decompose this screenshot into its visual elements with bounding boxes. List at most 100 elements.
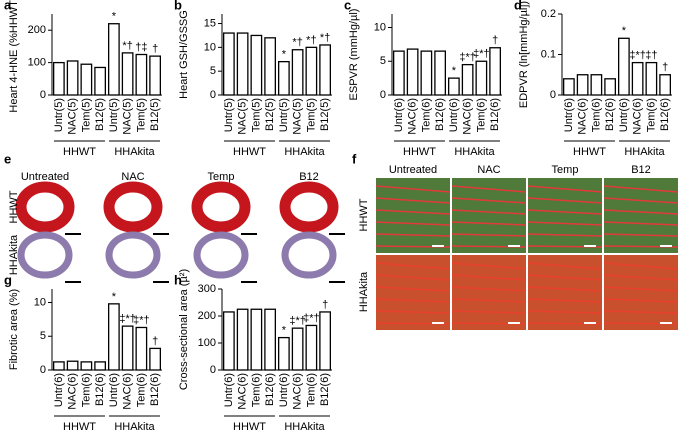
bar [631, 61, 644, 96]
x-tick-label: NAC(6) [122, 373, 134, 410]
cell-border [603, 221, 679, 226]
cell-border [603, 233, 679, 237]
bar [305, 324, 318, 371]
x-tick-label: NAC(6) [67, 373, 79, 410]
cell-border [527, 209, 603, 215]
significance: *† [122, 40, 132, 52]
cell-border [451, 185, 527, 193]
group-label: HHWT [573, 146, 606, 158]
row-label: HHWT [358, 198, 370, 231]
y-tick-label: 300 [198, 283, 216, 295]
significance: * [112, 11, 117, 23]
significance: † [492, 35, 498, 47]
bar [264, 37, 276, 96]
y-tick-label: 200 [198, 310, 216, 322]
bar [53, 361, 65, 371]
x-tick-label: NAC(6) [577, 98, 589, 135]
bar [66, 60, 79, 96]
bar [80, 63, 93, 96]
cell-border [375, 221, 451, 226]
group-label: HHAkita [114, 146, 155, 158]
y-tick-label: 5 [40, 330, 46, 342]
section-akita [17, 231, 73, 279]
x-tick-label: B12(6) [264, 373, 276, 406]
bar [576, 74, 589, 96]
x-tick-label: NAC(6) [462, 98, 474, 135]
bar [406, 48, 419, 96]
section-wt [15, 181, 75, 233]
cell-border [375, 286, 451, 292]
y-tick-label: 0 [40, 364, 46, 376]
x-tick-label: Tem(6) [590, 98, 602, 132]
row-label: HHAkita [358, 271, 370, 312]
bar [66, 360, 79, 371]
bar [319, 311, 331, 371]
significance: *† [306, 34, 316, 46]
panel-label: b [174, 0, 182, 12]
bar [94, 361, 107, 371]
row-label: HHWT [8, 190, 20, 223]
y-tick-label: 15 [204, 17, 216, 29]
significance: † [662, 62, 668, 74]
section-akita [193, 231, 249, 279]
y-tick-label: 100 [28, 57, 46, 69]
bar [475, 60, 488, 96]
group-label: HHWT [63, 421, 96, 433]
section-wt [191, 181, 251, 233]
bar [489, 47, 501, 96]
bar [319, 44, 331, 96]
significance: ‡*† [629, 50, 646, 62]
x-tick-label: B12(5) [319, 98, 331, 131]
cell-border [451, 209, 527, 215]
bar [277, 60, 290, 96]
cell-border [527, 262, 603, 270]
cell-border [451, 310, 527, 314]
x-tick-label: Untr(6) [223, 373, 235, 407]
x-tick-label: NAC(6) [407, 98, 419, 135]
cell-border [375, 233, 451, 237]
cell-border [527, 197, 603, 204]
x-tick-label: Untr(5) [53, 98, 65, 132]
cell-border [451, 233, 527, 237]
column-label: B12 [299, 171, 319, 183]
x-tick-label: Tem(6) [420, 98, 432, 132]
x-tick-label: B12(6) [659, 98, 671, 131]
x-tick-label: NAC(5) [292, 98, 304, 135]
cell-border [375, 298, 451, 303]
bar [149, 55, 161, 96]
y-tick-label: 200 [28, 24, 46, 36]
bar [291, 327, 304, 371]
cell-border [603, 274, 679, 281]
y-tick-label: 10 [374, 21, 386, 33]
significance: †‡ [135, 41, 147, 53]
x-tick-label: Tem(6) [135, 373, 147, 407]
cell-border [451, 262, 527, 270]
y-tick-label: 10 [204, 41, 216, 53]
cell-border [451, 221, 527, 226]
y-axis-label: Cross-sectional area (µ²) [178, 269, 190, 390]
significance: ‡*† [303, 312, 320, 324]
significance: ‡*† [289, 315, 306, 327]
significance: † [322, 299, 328, 311]
x-tick-label: Untr(5) [108, 98, 120, 132]
cell-border [527, 310, 603, 314]
bar [53, 61, 65, 96]
y-tick-label: 10 [34, 296, 46, 308]
panel-label: f [352, 151, 357, 166]
bar [645, 61, 658, 96]
group-label: HHAkita [284, 421, 325, 433]
x-tick-label: Untr(6) [53, 373, 65, 407]
cell-border [603, 262, 679, 270]
bar [604, 78, 617, 96]
panel-label: a [4, 0, 12, 12]
x-tick-label: Untr(6) [393, 98, 405, 132]
cell-border [375, 197, 451, 204]
panel-label: d [514, 0, 522, 12]
y-tick-label: 0 [550, 89, 556, 101]
bar [590, 74, 603, 96]
section-wt [279, 181, 339, 233]
cell-border [375, 209, 451, 215]
bar [659, 74, 672, 96]
bar [447, 77, 460, 96]
significance: ‡*† [459, 52, 476, 64]
